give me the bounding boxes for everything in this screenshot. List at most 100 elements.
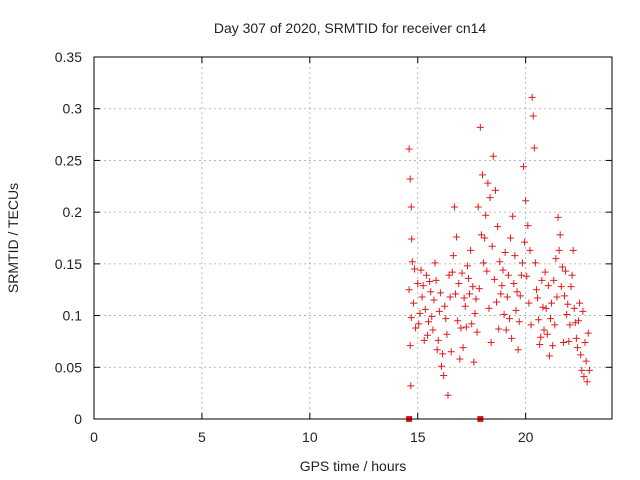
data-point: [523, 272, 531, 280]
data-point: [577, 351, 585, 359]
data-point: [406, 175, 414, 183]
data-point: [546, 315, 554, 323]
data-point: [427, 288, 435, 296]
data-point: [502, 326, 510, 334]
data-point: [422, 271, 430, 279]
data-point: [415, 320, 423, 328]
data-point: [409, 299, 417, 307]
data-point: [433, 346, 441, 354]
plot-frame: [93, 56, 613, 420]
data-point: [419, 282, 427, 290]
data-point: [487, 338, 495, 346]
data-point: [585, 366, 593, 374]
y-tick-label: 0.35: [55, 49, 82, 65]
data-point: [520, 163, 528, 171]
data-point: [443, 330, 451, 338]
data-point: [412, 324, 420, 332]
data-point: [507, 234, 515, 242]
x-tick-label: 0: [90, 429, 98, 445]
data-point: [484, 179, 492, 187]
data-point: [517, 271, 525, 279]
data-point: [504, 271, 512, 279]
data-point: [576, 299, 584, 307]
y-tick-label: 0.1: [63, 308, 83, 324]
data-point: [474, 203, 482, 211]
data-point: [450, 203, 458, 211]
data-point: [562, 267, 570, 275]
data-point: [536, 341, 544, 349]
data-point: [529, 112, 537, 120]
data-point: [435, 307, 443, 315]
data-point: [566, 321, 574, 329]
data-point: [488, 242, 496, 250]
data-point: [454, 317, 462, 325]
data-point: [544, 282, 552, 290]
data-point: [425, 318, 433, 326]
data-point: [406, 342, 414, 350]
data-point: [512, 306, 520, 314]
data-point: [481, 234, 489, 242]
data-point: [439, 350, 447, 358]
y-tick-label: 0.05: [55, 359, 82, 375]
data-point: [555, 246, 563, 254]
data-point: [572, 334, 580, 342]
data-point: [559, 338, 567, 346]
data-point: [429, 326, 437, 334]
data-point: [539, 303, 547, 311]
data-point: [407, 382, 415, 390]
data-point: [513, 288, 521, 296]
data-point: [522, 197, 530, 205]
data-point: [537, 333, 545, 341]
x-tick-label: 15: [410, 429, 426, 445]
axis-ticks: [93, 56, 612, 420]
data-point: [578, 366, 586, 374]
data-point: [530, 144, 538, 152]
data-point: [509, 212, 517, 220]
data-point: [542, 304, 550, 312]
data-point: [420, 336, 428, 344]
data-point: [554, 213, 562, 221]
data-point: [448, 268, 456, 276]
y-tick-label: 0: [74, 411, 82, 427]
data-point: [407, 314, 415, 322]
data-point: [470, 358, 478, 366]
data-point: [463, 262, 471, 270]
data-point: [501, 248, 509, 256]
data-point: [564, 300, 572, 308]
data-point: [414, 280, 422, 288]
data-point: [561, 292, 569, 300]
data-point: [499, 266, 507, 274]
data-point: [421, 305, 429, 313]
data-point: [538, 276, 546, 284]
data-point: [449, 252, 457, 260]
data-point: [548, 299, 556, 307]
data-point: [473, 328, 481, 336]
data-point: [581, 338, 589, 346]
data-point: [568, 271, 576, 279]
data-point: [489, 152, 497, 160]
data-points: [405, 93, 593, 422]
data-point: [459, 344, 467, 352]
data-point: [498, 282, 506, 290]
data-point: [551, 321, 559, 329]
data-point: [452, 290, 460, 298]
data-point: [505, 315, 513, 323]
data-point: [490, 275, 498, 283]
data-point: [496, 258, 504, 266]
data-point: [540, 326, 548, 334]
data-point: [495, 325, 503, 333]
data-point: [528, 93, 536, 101]
data-point: [483, 267, 491, 275]
data-point: [527, 321, 535, 329]
data-point: [494, 223, 502, 231]
data-point: [526, 246, 534, 254]
data-point: [525, 299, 533, 307]
data-point: [565, 337, 573, 345]
data-point: [535, 316, 543, 324]
data-point: [524, 222, 532, 230]
data-point: [447, 348, 455, 356]
y-tick-label: 0.15: [55, 256, 82, 272]
data-point: [434, 336, 442, 344]
data-point: [472, 295, 480, 303]
